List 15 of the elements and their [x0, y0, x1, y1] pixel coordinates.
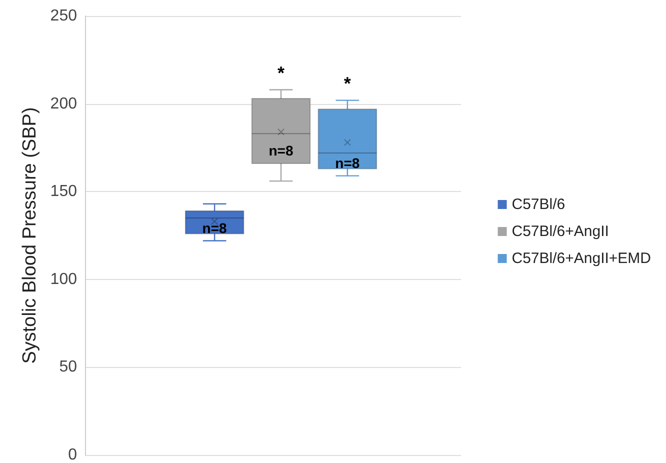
annotation: n=8: [268, 142, 294, 159]
annotation: n=8: [335, 154, 360, 171]
y-tick-label: 200: [50, 95, 78, 112]
annotation: n=8: [202, 220, 228, 236]
y-tick-label: 250: [50, 8, 78, 24]
y-tick-label: 0: [68, 446, 78, 463]
legend-label: C57Bl/6+AngII+EMD: [512, 250, 652, 267]
y-tick-label: 100: [50, 270, 78, 288]
annotation: *: [277, 62, 285, 83]
legend-label: C57Bl/6: [512, 196, 566, 213]
legend-label: C57Bl/6+AngII: [512, 223, 609, 240]
annotation: *: [344, 73, 351, 94]
y-tick-label: 50: [59, 358, 78, 376]
y-axis-title: Systolic Blood Pressure (SBP): [19, 107, 40, 364]
y-tick-label: 150: [50, 183, 78, 200]
